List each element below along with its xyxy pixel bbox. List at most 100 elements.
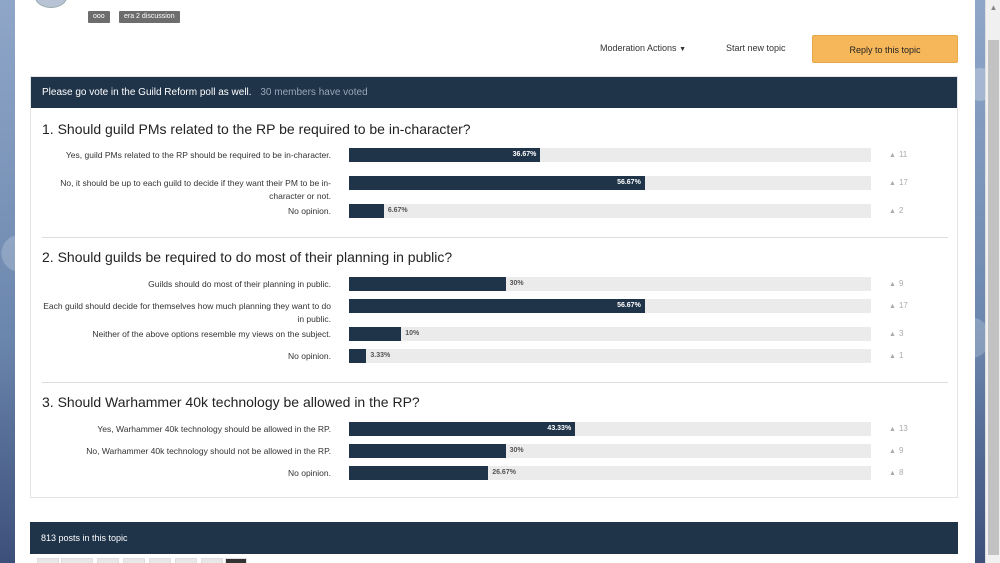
reply-to-topic-button[interactable]: Reply to this topic xyxy=(812,35,958,63)
scrollbar[interactable]: ▲ xyxy=(985,0,1000,563)
poll-result-percent: 30% xyxy=(509,280,524,287)
poll-voter-count[interactable]: ▲ 13 xyxy=(889,422,908,437)
poll-voter-count-value: 13 xyxy=(898,424,908,433)
poll-option-label: No opinion. xyxy=(287,351,331,361)
pagination-item-active[interactable] xyxy=(225,558,247,563)
poll-voter-count-value: 11 xyxy=(898,150,908,159)
poll-question-title: 1. Should guild PMs related to the RP be… xyxy=(42,121,471,137)
poll-result-bar-fill xyxy=(349,277,506,291)
poll-result-percent: 30% xyxy=(509,447,524,454)
pagination-item[interactable] xyxy=(149,558,171,563)
user-icon: ▲ xyxy=(889,331,896,338)
poll-result-bar-fill xyxy=(349,444,506,458)
poll-option-label: Yes, guild PMs related to the RP should … xyxy=(65,150,331,160)
poll-voter-count[interactable]: ▲ 9 xyxy=(889,277,903,292)
poll-question-title: 3. Should Warhammer 40k technology be al… xyxy=(42,394,420,410)
topic-header: ooo era 2 discussion xyxy=(15,0,975,30)
poll-result-bar: 30% xyxy=(349,444,871,458)
user-icon: ▲ xyxy=(889,353,896,360)
poll-voter-count-value: 1 xyxy=(898,351,904,360)
poll-voter-count-value: 3 xyxy=(898,329,904,338)
poll-voter-count[interactable]: ▲ 2 xyxy=(889,204,903,219)
poll-result-bar: 6.67% xyxy=(349,204,871,218)
posts-count-label: 813 posts in this topic xyxy=(41,533,128,543)
poll-box: Please go vote in the Guild Reform poll … xyxy=(30,76,958,498)
poll-result-bar-fill: 36.67% xyxy=(349,148,541,162)
tag-ooo[interactable]: ooo xyxy=(88,11,110,23)
poll-voter-count[interactable]: ▲ 17 xyxy=(889,299,908,314)
poll-voter-count-value: 2 xyxy=(898,206,904,215)
poll-result-percent: 36.67% xyxy=(512,151,537,158)
poll-option-label: Yes, Warhammer 40k technology should be … xyxy=(97,424,331,434)
poll-result-bar-fill: 56.67% xyxy=(349,176,645,190)
poll-question-title: 2. Should guilds be required to do most … xyxy=(42,249,453,265)
poll-option-label: Neither of the above options resemble my… xyxy=(92,329,331,339)
user-icon: ▲ xyxy=(889,281,896,288)
poll-voter-count-value: 17 xyxy=(898,178,908,187)
poll-voter-count[interactable]: ▲ 3 xyxy=(889,327,903,342)
user-icon: ▲ xyxy=(889,470,896,477)
tag-era-2-discussion[interactable]: era 2 discussion xyxy=(119,11,180,23)
poll-result-bar: 26.67% xyxy=(349,466,871,480)
pagination-item[interactable] xyxy=(123,558,145,563)
poll-divider xyxy=(42,237,948,238)
scroll-up-arrow-icon[interactable]: ▲ xyxy=(989,3,998,12)
poll-voter-count[interactable]: ▲ 9 xyxy=(889,444,903,459)
user-icon: ▲ xyxy=(889,426,896,433)
poll-voter-count-value: 8 xyxy=(898,468,904,477)
poll-voter-count[interactable]: ▲ 1 xyxy=(889,349,903,364)
poll-voter-count[interactable]: ▲ 11 xyxy=(889,148,907,163)
poll-result-bar: 56.67% xyxy=(349,176,871,190)
poll-result-bar-fill xyxy=(349,349,367,363)
pagination-item[interactable] xyxy=(175,558,197,563)
poll-result-percent: 43.33% xyxy=(547,425,572,432)
poll-option-label: No opinion. xyxy=(287,468,331,478)
scrollbar-thumb[interactable] xyxy=(988,40,999,555)
poll-header: Please go vote in the Guild Reform poll … xyxy=(31,77,957,108)
poll-option-label: No, it should be up to each guild to dec… xyxy=(60,178,331,201)
poll-voter-count[interactable]: ▲ 8 xyxy=(889,466,903,481)
caret-down-icon: ▼ xyxy=(679,46,686,53)
poll-result-bar-fill xyxy=(349,466,489,480)
topic-page: ooo era 2 discussion Moderation Actions … xyxy=(15,0,975,563)
poll-voter-count-value: 9 xyxy=(898,279,904,288)
poll-voter-count-value: 9 xyxy=(898,446,904,455)
pagination-item[interactable] xyxy=(97,558,119,563)
poll-option-label: Each guild should decide for themselves … xyxy=(43,301,331,324)
poll-result-bar: 56.67% xyxy=(349,299,871,313)
poll-result-percent: 10% xyxy=(405,330,420,337)
poll-result-percent: 56.67% xyxy=(617,302,641,309)
moderation-actions-label: Moderation Actions xyxy=(600,43,677,53)
poll-vote-count: 30 members have voted xyxy=(260,87,368,98)
user-icon: ▲ xyxy=(889,303,896,310)
poll-result-percent: 26.67% xyxy=(492,469,516,476)
poll-voter-count[interactable]: ▲ 17 xyxy=(889,176,908,191)
poll-result-bar: 30% xyxy=(349,277,871,291)
user-icon: ▲ xyxy=(889,208,896,215)
user-icon: ▲ xyxy=(889,152,896,159)
poll-option-label: Guilds should do most of their planning … xyxy=(148,279,331,289)
poll-result-percent: 6.67% xyxy=(387,207,408,214)
poll-result-bar-fill: 43.33% xyxy=(349,422,576,436)
pagination-item[interactable] xyxy=(201,558,223,563)
poll-result-bar: 10% xyxy=(349,327,871,341)
poll-option-label: No opinion. xyxy=(287,206,331,216)
moderation-actions-button[interactable]: Moderation Actions ▼ xyxy=(600,43,686,53)
user-icon: ▲ xyxy=(889,180,896,187)
pagination-item[interactable] xyxy=(37,558,59,563)
poll-result-bar-fill xyxy=(349,204,384,218)
posts-count-bar: 813 posts in this topic xyxy=(30,522,958,554)
poll-result-bar: 3.33% xyxy=(349,349,871,363)
start-new-topic-button[interactable]: Start new topic xyxy=(726,43,786,53)
user-icon: ▲ xyxy=(889,448,896,455)
poll-result-bar: 43.33% xyxy=(349,422,871,436)
poll-result-bar-fill xyxy=(349,327,402,341)
pagination-item[interactable] xyxy=(61,558,93,563)
poll-result-bar-fill: 56.67% xyxy=(349,299,645,313)
poll-result-percent: 56.67% xyxy=(617,179,641,186)
topic-actions: Moderation Actions ▼ Start new topic Rep… xyxy=(15,35,975,65)
avatar[interactable] xyxy=(35,0,67,8)
poll-option-label: No, Warhammer 40k technology should not … xyxy=(86,446,331,456)
poll-title: Please go vote in the Guild Reform poll … xyxy=(42,87,252,98)
poll-divider xyxy=(42,382,948,383)
